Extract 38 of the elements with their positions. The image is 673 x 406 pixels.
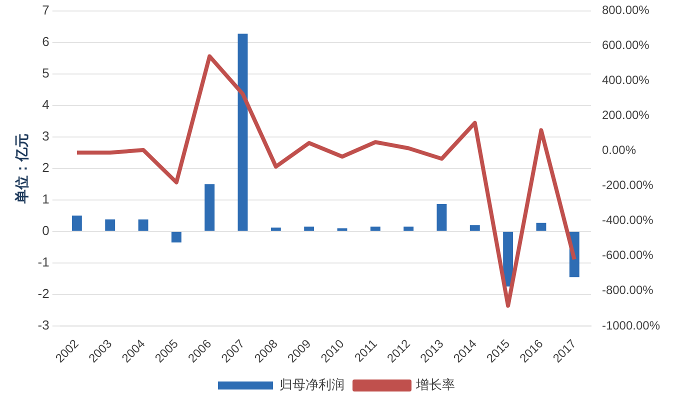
y-tick-label: 0 [42, 222, 50, 238]
y2-tick-label: -800.00% [602, 283, 654, 298]
y2-tick-label: 200.00% [602, 108, 650, 122]
y2-tick-label: -200.00% [602, 178, 654, 192]
y2-tick-label: 400.00% [602, 73, 650, 88]
y-tick-label: 3 [42, 128, 50, 144]
bar [370, 226, 380, 231]
y2-tick-label: 0.00% [602, 143, 636, 158]
y2-tick-label: 800.00% [602, 3, 650, 18]
bar [238, 34, 248, 231]
bar [72, 216, 82, 231]
y-tick-label: 1 [42, 191, 50, 206]
y-tick-label: 4 [42, 96, 50, 112]
bar [304, 226, 314, 231]
bar [270, 228, 281, 231]
y2-tick-label: -1000.00% [602, 318, 660, 332]
y-tick-label: 7 [42, 2, 50, 18]
bar [436, 204, 447, 231]
bar [171, 232, 182, 242]
bar [105, 219, 116, 231]
bar [138, 219, 148, 231]
y-tick-label: 6 [42, 34, 50, 49]
y-tick-label: 2 [42, 160, 50, 175]
y2-tick-label: 600.00% [602, 38, 650, 52]
bar [204, 184, 215, 231]
y-axis-title: 单位：亿元 [13, 133, 30, 204]
legend-label: 增长率 [415, 377, 455, 392]
y2-tick-label: -400.00% [602, 213, 654, 228]
y-tick-label: -3 [38, 318, 50, 333]
y-tick-label: -1 [38, 254, 50, 270]
bar [536, 222, 546, 231]
y-tick-label: -2 [38, 286, 50, 302]
y2-tick-label: -600.00% [602, 248, 654, 262]
bar [337, 228, 348, 231]
legend-label: 归母净利润 [280, 377, 344, 392]
y-tick-label: 5 [42, 65, 50, 80]
bar [404, 226, 414, 231]
bar [470, 225, 480, 231]
